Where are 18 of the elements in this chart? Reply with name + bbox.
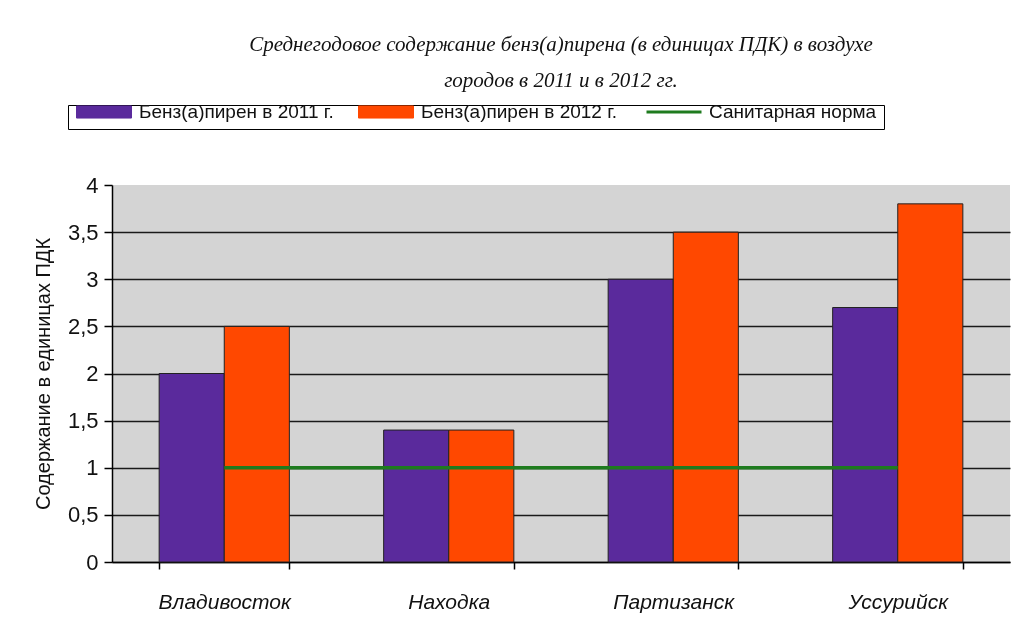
legend-label: Бенз(а)пирен в 2012 г. — [421, 101, 618, 122]
y-tick-label: 3,5 — [67, 219, 99, 245]
y-tick-label: 2,5 — [67, 313, 99, 339]
y-tick-label: 0,5 — [67, 502, 99, 528]
x-tick-label: Партизанск — [613, 589, 736, 613]
y-tick-label: 3 — [86, 266, 99, 292]
y-axis-title: Содержание в единицах ПДК — [31, 237, 54, 511]
y-tick-label: 2 — [86, 361, 99, 386]
y-tick-label: 1,5 — [67, 408, 99, 434]
x-tick-label: Владивосток — [158, 589, 292, 613]
y-tick-label: 0 — [86, 549, 99, 575]
x-tick-label: Уссурийск — [847, 589, 950, 613]
y-tick-label: 1 — [86, 455, 99, 481]
legend-label: Бенз(а)пирен в 2011 г. — [139, 101, 334, 122]
legend-label: Санитарная норма — [709, 101, 877, 122]
x-tick-label: Находка — [408, 589, 491, 613]
y-tick-label: 4 — [86, 172, 99, 198]
chart-title: Среднегодовое содержание бенз(а)пирена (в единицах ПДК) в воздухе городов в 2011 и в 2012 гг. — [249, 31, 873, 92]
